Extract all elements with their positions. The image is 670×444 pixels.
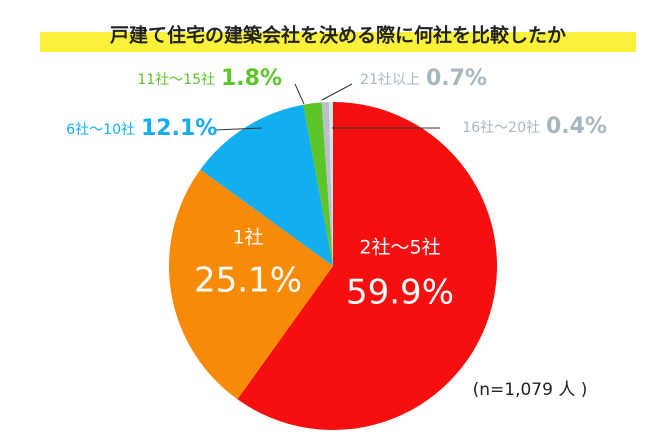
chart-title: 戸建て住宅の建築会社を決める際に何社を比較したか — [110, 24, 566, 47]
slice-label: 16社～20社 — [462, 120, 540, 136]
pie-slice — [169, 169, 333, 400]
leader-line — [321, 83, 353, 101]
pie-slice — [237, 102, 498, 430]
value-label: 0.4% — [546, 114, 607, 139]
value-label: 12.1% — [141, 116, 217, 141]
leader-line — [294, 83, 305, 105]
value-label: 25.1% — [194, 261, 302, 301]
pie-slice — [200, 104, 333, 266]
slice-label: 11社～15社 — [137, 72, 215, 88]
pie-slice — [321, 102, 333, 267]
note: (n=1,079 人 ) — [473, 380, 588, 400]
pie-slice — [303, 102, 333, 267]
leader-line — [214, 127, 263, 131]
value-label: 59.9% — [346, 273, 454, 313]
value-label: 0.7% — [426, 66, 487, 91]
pie-slice — [328, 102, 333, 266]
slice-label: 2社～5社 — [359, 237, 440, 259]
title-highlight — [40, 32, 636, 52]
slice-label: 1社 — [232, 227, 263, 249]
slice-label: 21社以上 — [360, 72, 420, 88]
slice-label: 6社～10社 — [66, 122, 135, 138]
value-label: 1.8% — [221, 66, 282, 91]
